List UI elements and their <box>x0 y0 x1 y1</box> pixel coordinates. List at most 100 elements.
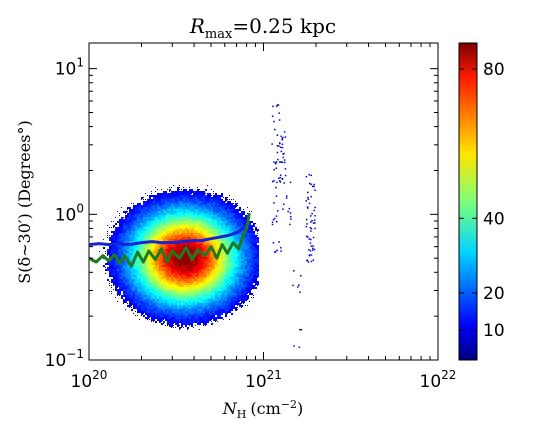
heatmap-cell <box>161 279 163 281</box>
heatmap-cell <box>227 213 229 215</box>
heatmap-cell <box>175 251 177 253</box>
heatmap-speck <box>257 277 258 278</box>
heatmap-cell <box>233 225 235 227</box>
heatmap-cell <box>219 295 221 297</box>
heatmap-cell <box>239 275 241 277</box>
heatmap-cell <box>215 301 217 303</box>
heatmap-cell <box>229 279 231 281</box>
heatmap-cell <box>131 227 133 229</box>
heatmap-cell <box>241 249 243 251</box>
heatmap-cell <box>175 257 177 259</box>
heatmap-cell <box>219 205 221 207</box>
heatmap-cell <box>229 261 231 263</box>
heatmap-cell <box>213 301 215 303</box>
heatmap-cell <box>161 261 163 263</box>
heatmap-cell <box>253 265 255 267</box>
heatmap-cell <box>227 229 229 231</box>
heatmap-cell <box>165 303 167 305</box>
heatmap-cell <box>205 243 207 245</box>
heatmap-cell <box>135 283 137 285</box>
heatmap-cell <box>167 245 169 247</box>
heatmap-cell <box>133 305 135 307</box>
heatmap-cell <box>155 249 157 251</box>
heatmap-cell <box>147 235 149 237</box>
heatmap-cell <box>143 203 145 205</box>
heatmap-cell <box>119 265 121 267</box>
heatmap-cell <box>225 283 227 285</box>
heatmap-cell <box>135 287 137 289</box>
heatmap-cell <box>145 205 147 207</box>
heatmap-cell <box>171 273 173 275</box>
heatmap-cell <box>173 205 175 207</box>
heatmap-cell <box>135 305 137 307</box>
heatmap-cell <box>193 197 195 199</box>
heatmap-cell <box>257 247 259 249</box>
heatmap-cell <box>175 317 177 319</box>
heatmap-cell <box>171 235 173 237</box>
heatmap-cell <box>161 285 163 287</box>
heatmap-cell <box>193 215 195 217</box>
heatmap-cell <box>169 283 171 285</box>
heatmap-cell <box>161 231 163 233</box>
heatmap-speck <box>290 218 292 220</box>
heatmap-cell <box>219 275 221 277</box>
heatmap-cell <box>251 237 253 239</box>
heatmap-cell <box>125 221 127 223</box>
heatmap-cell <box>185 285 187 287</box>
heatmap-cell <box>161 311 163 313</box>
heatmap-cell <box>137 263 139 265</box>
heatmap-cell <box>201 275 203 277</box>
heatmap-cell <box>133 211 135 213</box>
heatmap-cell <box>193 227 195 229</box>
heatmap-cell <box>147 227 149 229</box>
heatmap-cell <box>147 239 149 241</box>
heatmap-cell <box>111 239 113 241</box>
heatmap-cell <box>133 281 135 283</box>
heatmap-cell <box>195 275 197 277</box>
heatmap-cell <box>121 237 123 239</box>
heatmap-cell <box>123 263 125 265</box>
heatmap-cell <box>247 229 249 231</box>
heatmap-cell <box>159 223 161 225</box>
heatmap-cell <box>183 211 185 213</box>
heatmap-speck <box>173 325 174 326</box>
heatmap-cell <box>143 307 145 309</box>
heatmap-cell <box>223 225 225 227</box>
heatmap-cell <box>145 245 147 247</box>
heatmap-speck <box>288 207 291 210</box>
heatmap-cell <box>191 225 193 227</box>
heatmap-cell <box>187 213 189 215</box>
heatmap-cell <box>155 217 157 219</box>
heatmap-cell <box>125 245 127 247</box>
heatmap-cell <box>229 231 231 233</box>
heatmap-cell <box>185 273 187 275</box>
heatmap-cell <box>133 287 135 289</box>
heatmap-cell <box>167 301 169 303</box>
heatmap-cell <box>173 231 175 233</box>
heatmap-cell <box>165 193 167 195</box>
heatmap-cell <box>243 297 245 299</box>
heatmap-cell <box>129 301 131 303</box>
heatmap-cell <box>141 297 143 299</box>
heatmap-cell <box>173 225 175 227</box>
heatmap-cell <box>199 281 201 283</box>
heatmap-speck <box>117 301 118 302</box>
heatmap-cell <box>215 259 217 261</box>
heatmap-cell <box>149 301 151 303</box>
heatmap-cell <box>127 223 129 225</box>
heatmap-cell <box>195 303 197 305</box>
heatmap-cell <box>201 225 203 227</box>
heatmap-cell <box>189 295 191 297</box>
heatmap-cell <box>127 253 129 255</box>
heatmap-speck <box>312 245 314 247</box>
heatmap-speck <box>211 195 212 196</box>
heatmap-cell <box>199 301 201 303</box>
heatmap-cell <box>225 241 227 243</box>
heatmap-cell <box>237 225 239 227</box>
heatmap-cell <box>203 311 205 313</box>
heatmap-cell <box>229 229 231 231</box>
heatmap-speck <box>213 191 214 192</box>
heatmap-cell <box>229 213 231 215</box>
heatmap-cell <box>167 285 169 287</box>
heatmap-speck <box>151 193 152 194</box>
